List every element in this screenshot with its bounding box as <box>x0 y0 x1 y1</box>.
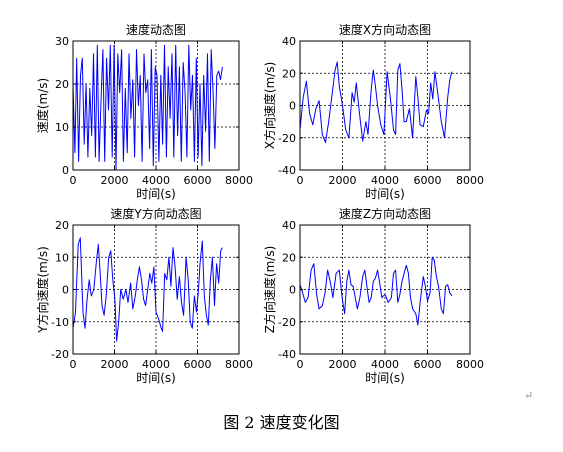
x-tick-label: 4000 <box>371 174 399 187</box>
y-tick-label: 0 <box>289 284 296 297</box>
y-tick-label: -20 <box>278 316 296 329</box>
x-axis-label: 时间(s) <box>365 187 405 201</box>
x-tick-label: 0 <box>297 358 304 371</box>
series-line <box>299 61 453 144</box>
x-tick-label: 0 <box>70 174 77 187</box>
x-axis-label: 时间(s) <box>365 371 405 385</box>
y-tick-label: -40 <box>278 164 296 177</box>
y-tick-label: -20 <box>278 132 296 145</box>
x-tick-label: 8000 <box>225 358 253 371</box>
y-axis-label: Z方向速度(m/s) <box>262 246 277 334</box>
y-axis-label: Y方向速度(m/s) <box>35 246 50 334</box>
x-tick-label: 6000 <box>184 174 212 187</box>
x-tick-label: 2000 <box>101 358 129 371</box>
x-tick-label: 6000 <box>414 358 442 371</box>
x-tick-label: 4000 <box>371 358 399 371</box>
series-line <box>72 44 223 171</box>
x-tick-label: 2000 <box>101 174 129 187</box>
x-tick-label: 4000 <box>142 174 170 187</box>
chart-title: 速度Z方向动态图 <box>339 206 431 221</box>
y-tick-label: -20 <box>51 348 69 361</box>
x-tick-label: 4000 <box>142 358 170 371</box>
series-line <box>72 237 223 342</box>
x-tick-label: 2000 <box>329 358 357 371</box>
chart-title: 速度Y方向动态图 <box>110 206 201 221</box>
y-axis-label: X方向速度(m/s) <box>262 62 277 150</box>
series-line <box>299 256 453 326</box>
x-tick-label: 0 <box>297 174 304 187</box>
y-tick-label: 40 <box>282 35 296 48</box>
y-axis-label: 速度(m/s) <box>35 78 50 133</box>
x-tick-label: 0 <box>70 358 77 371</box>
y-tick-label: 20 <box>282 251 296 264</box>
y-tick-label: 10 <box>55 251 69 264</box>
x-tick-label: 2000 <box>329 174 357 187</box>
y-tick-label: 40 <box>282 219 296 232</box>
chart-speed-y: 0 2000 4000 6000 8000 -20 -10 0 10 20 速度Y方向动态图时间(s… <box>35 206 253 385</box>
x-tick-label: 6000 <box>184 358 212 371</box>
x-axis-label: 时间(s) <box>136 187 176 201</box>
x-tick-label: 8000 <box>456 358 484 371</box>
y-tick-label: 30 <box>55 35 69 48</box>
y-tick-label: -40 <box>278 348 296 361</box>
x-tick-label: 6000 <box>414 174 442 187</box>
chart-speed-z: 0 2000 4000 6000 8000 -40 -20 0 20 40 速度Z方向动态图时间(s… <box>262 206 484 385</box>
x-tick-label: 8000 <box>225 174 253 187</box>
y-tick-label: -10 <box>51 316 69 329</box>
y-tick-label: 20 <box>55 219 69 232</box>
y-tick-label: 10 <box>55 121 69 134</box>
chart-speed-x: 0 2000 4000 6000 8000 -40 -20 0 20 40 速度X方向动态图时间(s… <box>262 22 484 201</box>
y-tick-label: 0 <box>289 100 296 113</box>
y-tick-label: 20 <box>282 67 296 80</box>
figure-caption: 图 2 速度变化图 <box>223 413 340 432</box>
chart-title: 速度X方向动态图 <box>339 22 431 37</box>
paragraph-mark: ↵ <box>524 389 534 402</box>
y-tick-label: 0 <box>62 284 69 297</box>
chart-title: 速度动态图 <box>126 22 186 37</box>
y-tick-label: 0 <box>62 164 69 177</box>
x-tick-label: 8000 <box>456 174 484 187</box>
x-axis-label: 时间(s) <box>136 371 176 385</box>
y-tick-label: 20 <box>55 78 69 91</box>
